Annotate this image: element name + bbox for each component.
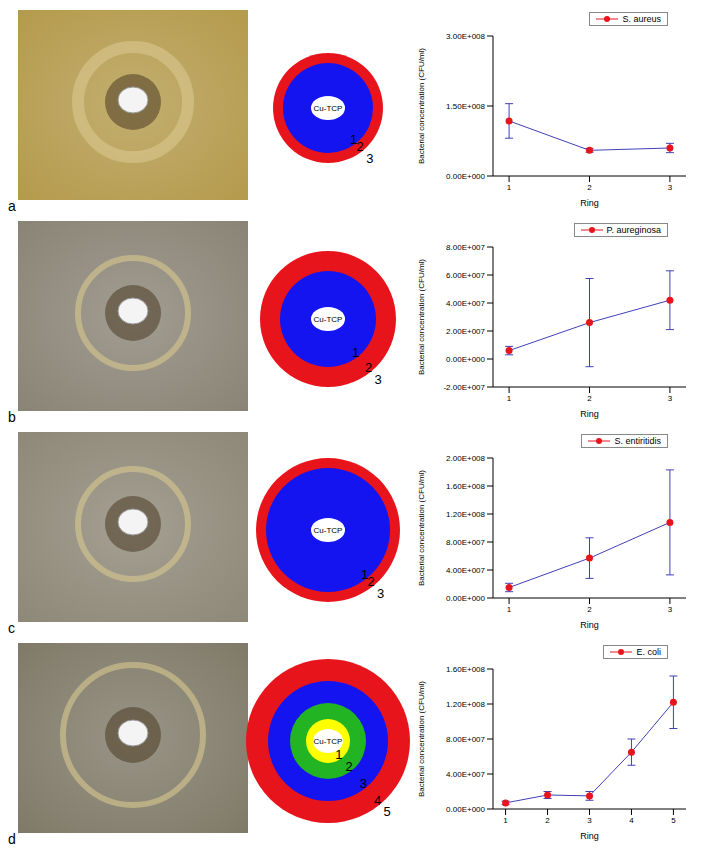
svg-text:1.60E+008: 1.60E+008	[446, 482, 485, 491]
svg-text:3: 3	[366, 151, 373, 166]
svg-text:4.00E+007: 4.00E+007	[446, 770, 485, 779]
svg-text:1: 1	[350, 131, 358, 147]
svg-text:2: 2	[587, 605, 592, 614]
svg-text:2.00E+007: 2.00E+007	[446, 327, 485, 336]
svg-text:1.50E+008: 1.50E+008	[446, 102, 485, 111]
svg-text:3: 3	[668, 394, 673, 403]
svg-text:Ring: Ring	[580, 620, 599, 630]
svg-text:8.00E+007: 8.00E+007	[446, 243, 485, 252]
svg-text:Cu-TCP: Cu-TCP	[314, 526, 343, 535]
svg-text:0.00E+000: 0.00E+000	[446, 355, 485, 364]
svg-text:Ring: Ring	[580, 198, 599, 208]
svg-text:6.00E+007: 6.00E+007	[446, 271, 485, 280]
svg-text:1.60E+008: 1.60E+008	[446, 665, 485, 674]
svg-text:Cu-TCP: Cu-TCP	[314, 737, 343, 746]
svg-text:1: 1	[507, 183, 512, 192]
svg-text:1: 1	[352, 345, 359, 360]
svg-text:4: 4	[629, 816, 634, 825]
svg-text:3: 3	[587, 816, 592, 825]
svg-text:4: 4	[374, 793, 381, 808]
html-text:P. aureginosa: P. aureginosa	[606, 225, 661, 235]
svg-text:-2.00E+007: -2.00E+007	[443, 383, 485, 392]
svg-text:3: 3	[668, 183, 673, 192]
svg-text:0.00E+000: 0.00E+000	[446, 805, 485, 814]
svg-text:2: 2	[346, 759, 353, 774]
svg-text:3: 3	[668, 605, 673, 614]
html-text:a: a	[8, 198, 16, 214]
svg-text:2: 2	[545, 816, 550, 825]
svg-text:2.00E+008: 2.00E+008	[446, 454, 485, 463]
svg-text:1: 1	[507, 394, 512, 403]
svg-text:3: 3	[375, 372, 382, 387]
svg-text:8.00E+007: 8.00E+007	[446, 538, 485, 547]
svg-text:1: 1	[503, 816, 508, 825]
svg-text:2: 2	[367, 574, 374, 589]
svg-text:2: 2	[357, 139, 364, 154]
svg-text:1: 1	[335, 747, 342, 762]
svg-text:Bacterial concentration (CFU/m: Bacterial concentration (CFU/ml)	[417, 259, 426, 375]
svg-text:2: 2	[587, 394, 592, 403]
svg-text:0.00E+000: 0.00E+000	[446, 172, 485, 181]
svg-text:Ring: Ring	[580, 831, 599, 841]
svg-text:4.00E+007: 4.00E+007	[446, 566, 485, 575]
svg-text:2: 2	[587, 183, 592, 192]
svg-text:8.00E+007: 8.00E+007	[446, 735, 485, 744]
svg-text:Ring: Ring	[580, 409, 599, 419]
svg-text:2: 2	[365, 360, 372, 375]
html-text:b: b	[8, 409, 16, 425]
svg-text:3: 3	[360, 776, 367, 791]
html-text:S. entiritidis: S. entiritidis	[614, 436, 661, 446]
html-text:c: c	[8, 620, 15, 636]
svg-text:3: 3	[377, 586, 384, 601]
svg-text:Bacterial concentration (CFU/m: Bacterial concentration (CFU/ml)	[417, 470, 426, 586]
svg-text:Cu-TCP: Cu-TCP	[314, 315, 343, 324]
svg-text:Bacterial concentration (CFU/m: Bacterial concentration (CFU/ml)	[417, 48, 426, 164]
svg-text:Bacterial concentration (CFU/m: Bacterial concentration (CFU/ml)	[417, 681, 426, 797]
svg-text:5: 5	[384, 804, 391, 819]
svg-text:1.20E+008: 1.20E+008	[446, 700, 485, 709]
html-text:d: d	[8, 831, 16, 847]
svg-text:1: 1	[361, 566, 369, 582]
svg-text:4.00E+007: 4.00E+007	[446, 299, 485, 308]
svg-text:5: 5	[671, 816, 676, 825]
svg-text:1.20E+008: 1.20E+008	[446, 510, 485, 519]
svg-text:0.00E+000: 0.00E+000	[446, 594, 485, 603]
html-text:E. coli: E. coli	[636, 647, 661, 657]
html-text:S. aureus: S. aureus	[622, 14, 661, 24]
svg-text:3.00E+008: 3.00E+008	[446, 32, 485, 41]
svg-text:1: 1	[507, 605, 512, 614]
svg-text:Cu-TCP: Cu-TCP	[314, 104, 343, 113]
